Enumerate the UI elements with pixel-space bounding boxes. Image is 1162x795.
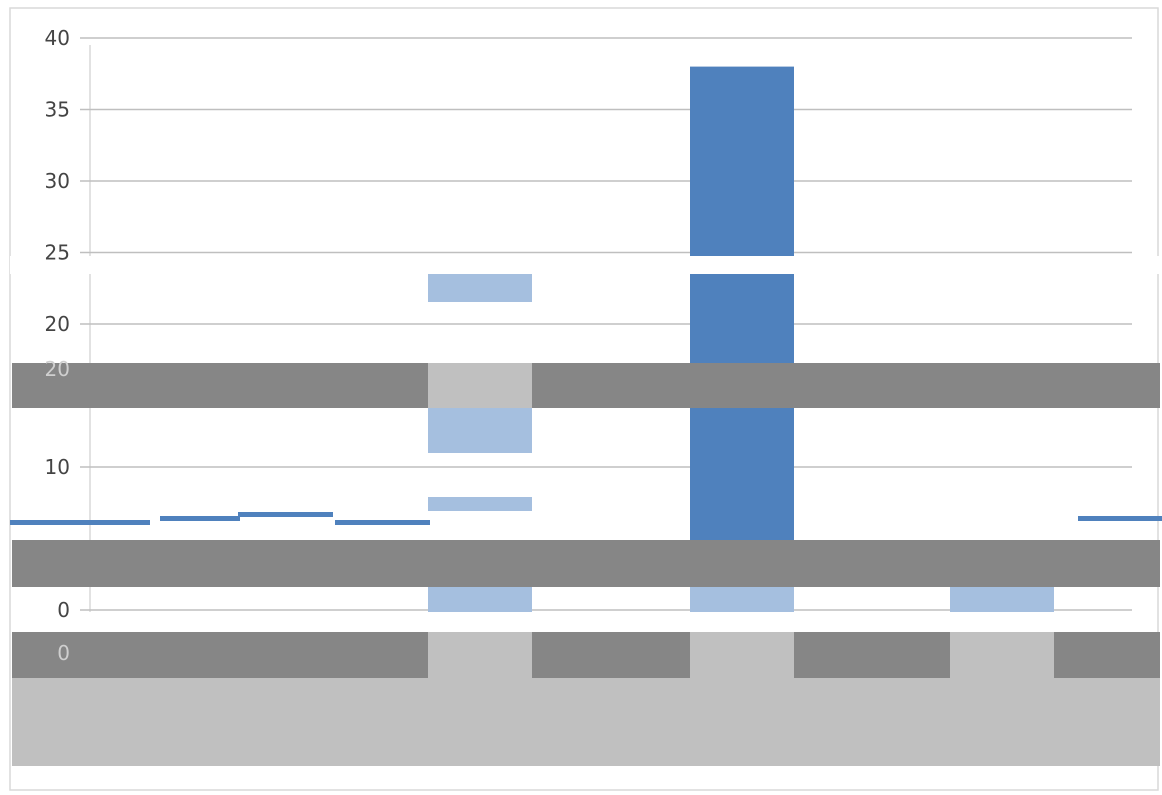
y-tick-label-40: 40 <box>45 26 70 50</box>
stub-bar-c <box>950 587 1054 612</box>
ghost-tick-label-20: 20 <box>45 357 70 381</box>
bar-light-band-2 <box>428 408 532 453</box>
blue-dash-4 <box>1078 516 1162 521</box>
blue-dash-0 <box>10 520 150 525</box>
bars <box>690 66 794 611</box>
bar-1 <box>690 66 794 611</box>
overlay-band-3-bar-b <box>690 632 794 678</box>
bar-light-band-1 <box>428 274 532 302</box>
y-tick-label-25: 25 <box>45 241 70 265</box>
overlay-band-2 <box>12 540 1160 587</box>
y-tick-label-35: 35 <box>45 98 70 122</box>
ghost-tick-label-0: 0 <box>57 641 70 665</box>
stub-bar-b <box>690 587 794 612</box>
overlay-band-3-bar-c <box>950 632 1054 678</box>
y-tick-label-20: 20 <box>45 312 70 336</box>
overlay-band-4 <box>12 678 1160 766</box>
overlay-band-1-bar <box>428 363 532 408</box>
y-axis-ticks: 0 10 20 25 30 35 40 20 0 <box>45 26 70 665</box>
scan-artifacts <box>10 256 1162 766</box>
tear-band-white <box>10 256 1160 274</box>
gridlines <box>80 37 1132 611</box>
blue-dash-1 <box>160 516 240 521</box>
bar-light-band-3 <box>428 497 532 511</box>
overlay-band-3-bar-a <box>428 632 532 678</box>
blue-dash-3 <box>335 520 430 525</box>
stub-bar-a <box>428 587 532 612</box>
blue-dash-2 <box>238 512 333 517</box>
y-tick-label-10: 10 <box>45 455 70 479</box>
y-tick-label-0: 0 <box>57 598 70 622</box>
overlay-band-1 <box>12 363 1160 408</box>
y-tick-label-30: 30 <box>45 169 70 193</box>
